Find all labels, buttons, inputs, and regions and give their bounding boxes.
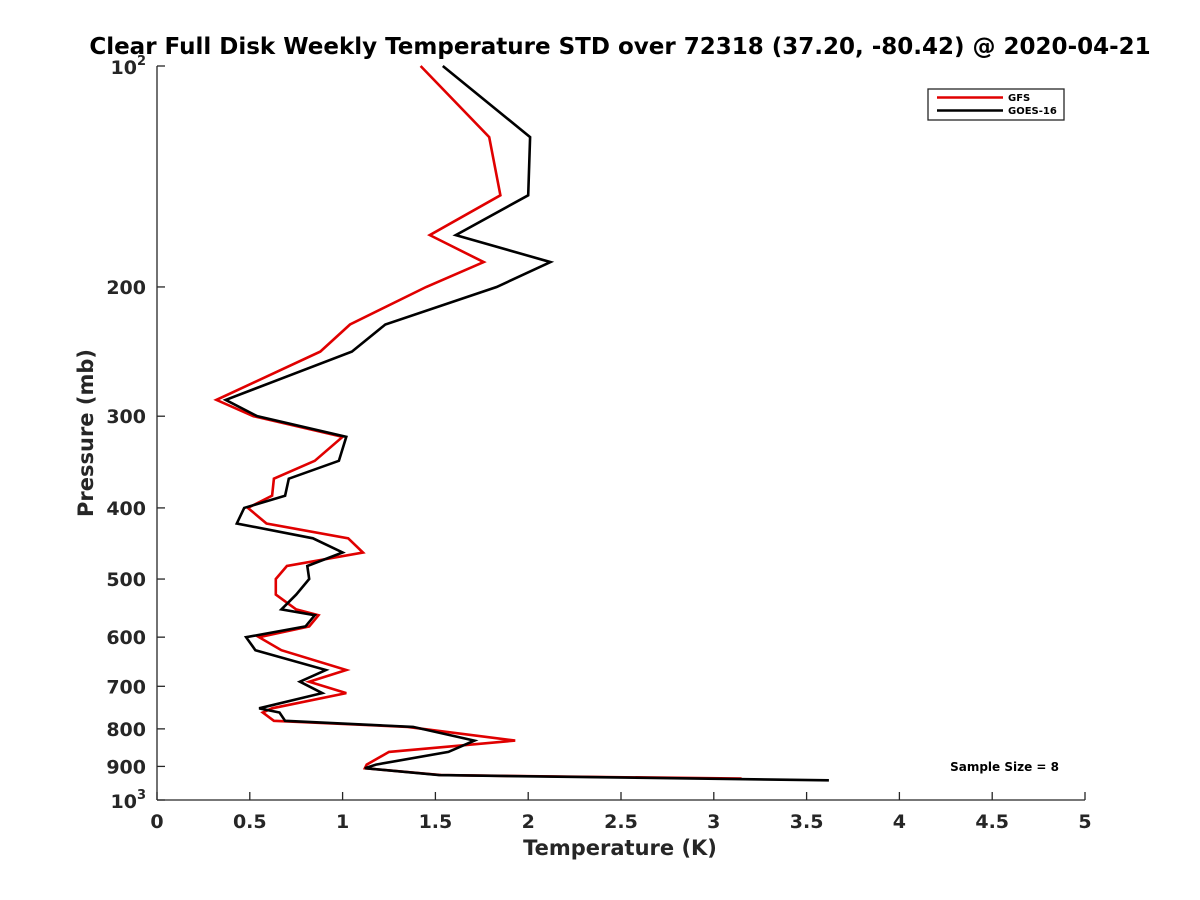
legend-gfs-label: GFS bbox=[1008, 93, 1030, 104]
x-tick-label: 3 bbox=[707, 811, 720, 833]
x-tick-label: 1 bbox=[336, 811, 349, 833]
y-tick-label: 700 bbox=[106, 676, 146, 698]
series-line-goes-16 bbox=[222, 64, 829, 782]
y-ticks: 102 200 300 400 500 600 700 800 900 103 bbox=[106, 54, 165, 813]
x-axis-label: Temperature (K) bbox=[523, 836, 717, 860]
y-tick-label: 800 bbox=[106, 719, 146, 741]
x-tick-label: 0 bbox=[150, 811, 163, 833]
sample-size-annotation: Sample Size = 8 bbox=[950, 760, 1059, 774]
chart-title: Clear Full Disk Weekly Temperature STD o… bbox=[89, 34, 1150, 60]
y-tick-label: 102 bbox=[111, 54, 147, 79]
series-layer bbox=[213, 64, 829, 782]
legend-goes16-label: GOES-16 bbox=[1008, 106, 1057, 117]
y-tick-label: 400 bbox=[106, 498, 146, 520]
x-tick-label: 2 bbox=[522, 811, 535, 833]
y-tick-label: 600 bbox=[106, 627, 146, 649]
x-tick-label: 3.5 bbox=[790, 811, 824, 833]
y-tick-label: 103 bbox=[111, 788, 147, 813]
x-tick-label: 1.5 bbox=[419, 811, 453, 833]
x-tick-label: 4.5 bbox=[975, 811, 1009, 833]
x-tick-label: 5 bbox=[1078, 811, 1091, 833]
x-tick-label: 0.5 bbox=[233, 811, 267, 833]
y-tick-label: 200 bbox=[106, 277, 146, 299]
y-tick-label: 500 bbox=[106, 569, 146, 591]
y-tick-label: 300 bbox=[106, 406, 146, 428]
legend-box bbox=[927, 88, 1065, 121]
x-ticks: 0 0.5 1 1.5 2 2.5 3 3.5 4 4.5 5 bbox=[150, 792, 1092, 833]
y-axis-label: Pressure (mb) bbox=[74, 349, 98, 517]
x-tick-label: 2.5 bbox=[604, 811, 638, 833]
y-tick-label: 900 bbox=[106, 756, 146, 778]
legend: GFS GOES-16 bbox=[927, 88, 1065, 121]
x-tick-label: 4 bbox=[893, 811, 906, 833]
